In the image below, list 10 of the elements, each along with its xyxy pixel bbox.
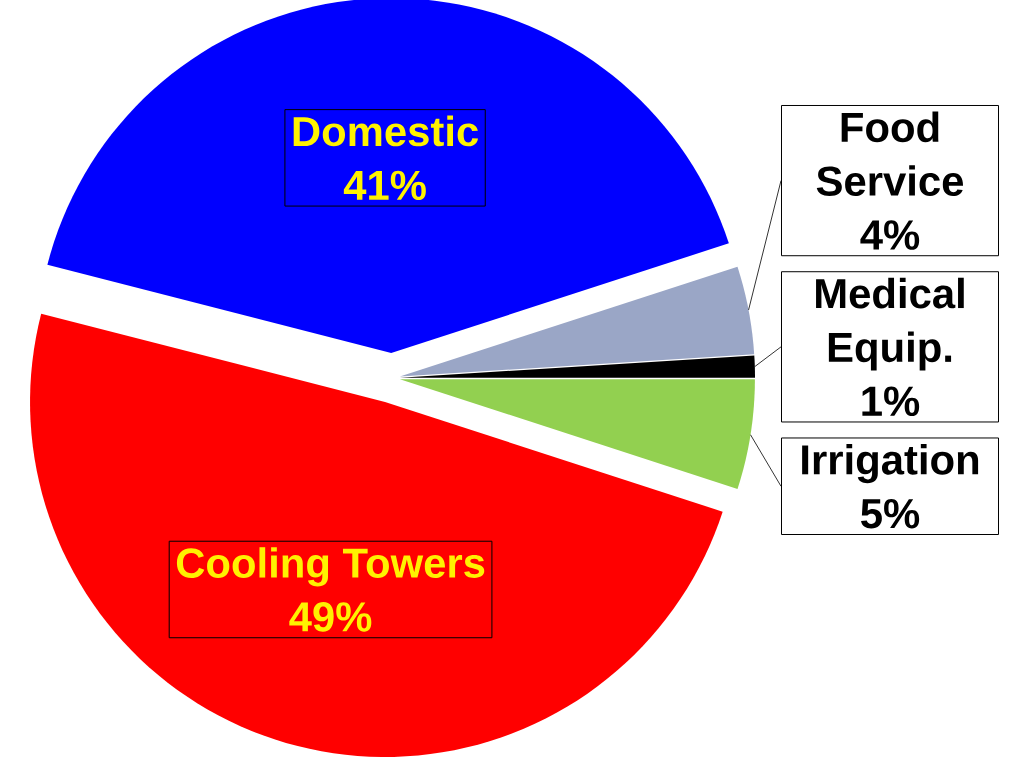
slice-label: Irrigation: [802, 443, 979, 484]
data-label: 49%: [289, 602, 372, 632]
slice-label: Medical Equip.: [816, 277, 964, 371]
data-label: 5%: [861, 498, 920, 529]
slice-label: Food Service: [816, 111, 964, 197]
data-label: 4%: [860, 220, 920, 250]
slice-label: Cooling Towers: [176, 547, 485, 587]
slice-label: Domestic: [293, 115, 479, 147]
data-label: 41%: [343, 170, 426, 201]
data-label: 1%: [862, 386, 920, 416]
